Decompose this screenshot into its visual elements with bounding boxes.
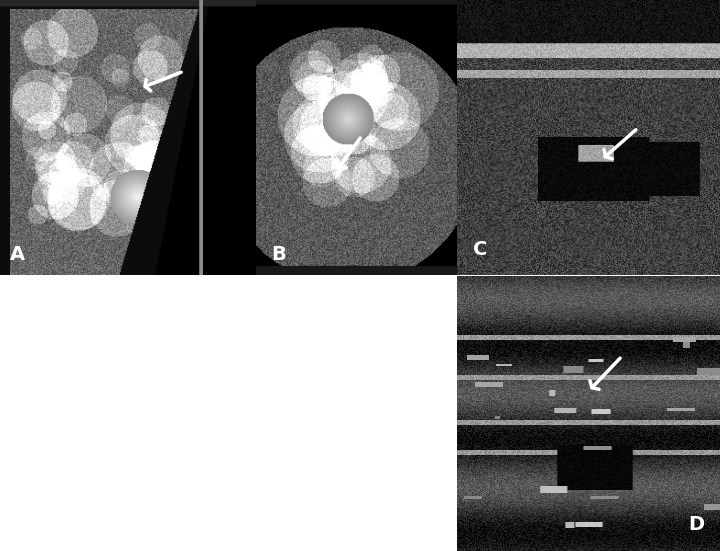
Text: C: C bbox=[473, 240, 487, 259]
Text: A: A bbox=[10, 246, 25, 264]
Text: D: D bbox=[688, 516, 705, 534]
Text: B: B bbox=[271, 246, 287, 264]
